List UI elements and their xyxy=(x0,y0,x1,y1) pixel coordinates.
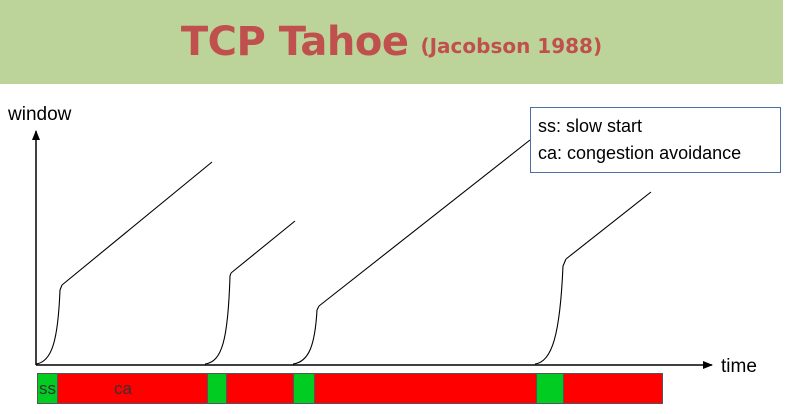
phase-segment-ss-4 xyxy=(536,373,564,404)
phase-segment-ca-2 xyxy=(226,373,294,404)
congestion-avoidance-line-1 xyxy=(61,161,213,286)
slow-start-curve-1 xyxy=(35,284,63,365)
phase-segment-ss-3 xyxy=(293,373,315,404)
legend-entry-ca: ca: congestion avoidance xyxy=(538,143,742,163)
slow-start-curve-2 xyxy=(204,272,232,365)
phase-bar: ss ca xyxy=(37,373,664,406)
phase-segment-ss-1: ss xyxy=(37,373,58,404)
phase-segment-ca-1: ca xyxy=(57,373,208,404)
legend: ss: slow start ca: congestion avoidance xyxy=(530,107,781,173)
phase-label-ss: ss xyxy=(39,379,56,398)
phase-segment-ss-2 xyxy=(207,373,227,404)
congestion-avoidance-line-3 xyxy=(318,139,531,307)
phase-segment-ca-4 xyxy=(563,373,663,404)
phase-segment-ca-3 xyxy=(314,373,537,404)
title-main: TCP Tahoe xyxy=(180,19,409,65)
title-banner: TCP Tahoe (Jacobson 1988) xyxy=(0,0,783,84)
y-axis-label: window xyxy=(8,104,72,125)
phase-label-ca: ca xyxy=(114,379,132,398)
legend-entry-ss: ss: slow start xyxy=(538,116,643,136)
x-axis-label: time xyxy=(721,356,757,377)
congestion-avoidance-line-4 xyxy=(565,191,652,260)
slow-start-curve-3 xyxy=(292,305,320,365)
congestion-avoidance-line-2 xyxy=(230,220,296,274)
title-subtitle: (Jacobson 1988) xyxy=(420,34,603,58)
slow-start-curve-4 xyxy=(534,258,567,365)
